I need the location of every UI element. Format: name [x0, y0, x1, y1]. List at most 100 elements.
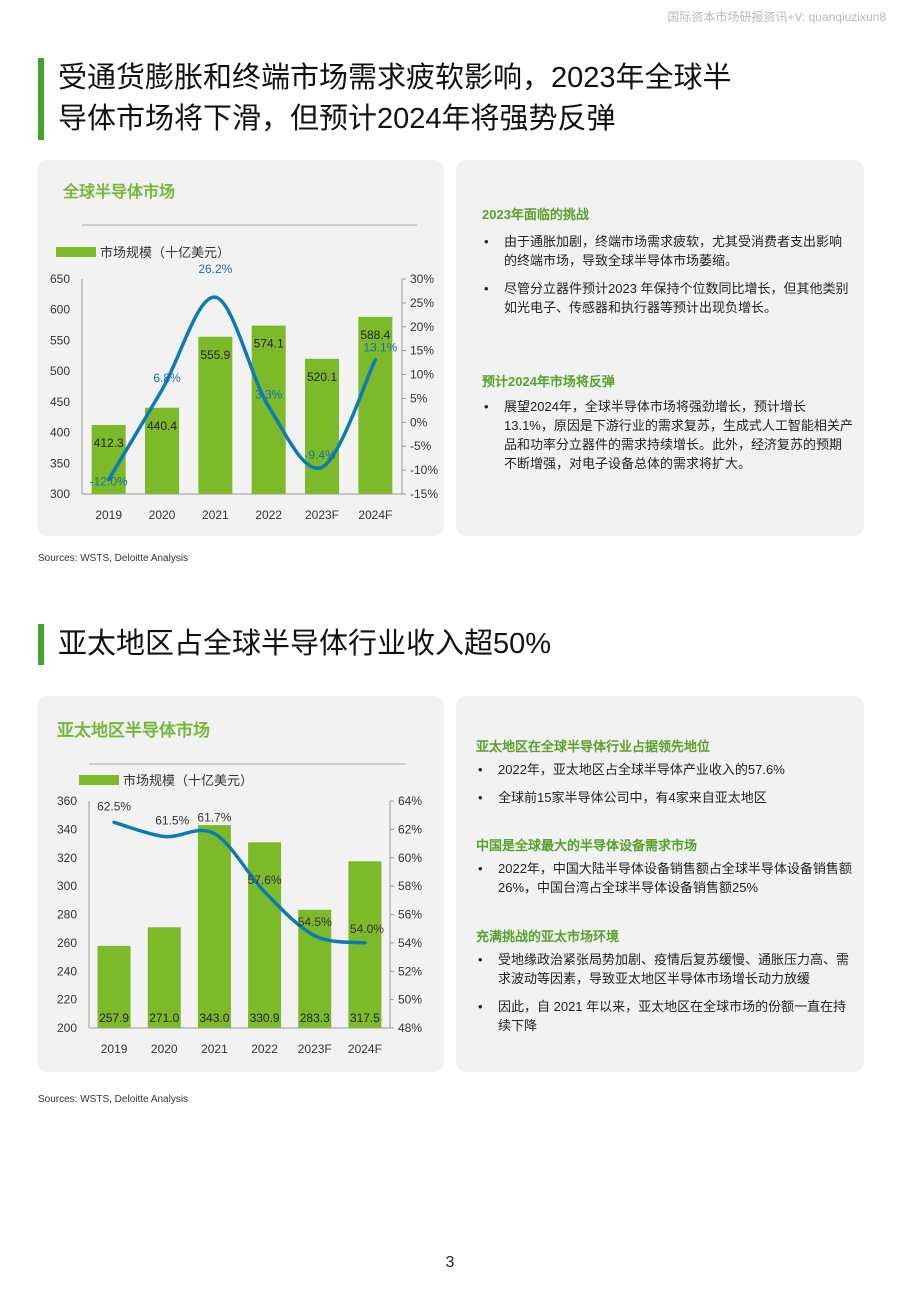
line-value-label: 3.3%: [255, 388, 283, 402]
list-item: 2022年，亚太地区占全球半导体产业收入的57.6%: [474, 760, 854, 779]
list-item: 全球前15家半导体公司中，有4家来自亚太地区: [474, 788, 854, 807]
list-item: 因此，自 2021 年以来，亚太地区在全球市场的份额一直在持续下降: [474, 997, 854, 1035]
y-tick-label: 600: [50, 303, 70, 317]
x-tick-label: 2020: [151, 1042, 178, 1056]
y-tick-label: 550: [50, 333, 70, 347]
y2-tick-label: -10%: [410, 463, 438, 477]
text2-list3: 受地缘政治紧张局势加剧、疫情后复苏缓慢、通胀压力高、需求波动等因素，导致亚太地区…: [474, 950, 854, 1044]
legend-swatch: [56, 247, 96, 257]
y2-tick-label: 20%: [410, 320, 434, 334]
bar-value-label: 520.1: [307, 370, 337, 384]
x-tick-label: 2019: [95, 508, 122, 522]
text2-heading3: 充满挑战的亚太市场环境: [476, 929, 620, 944]
y2-tick-label: 50%: [398, 993, 422, 1007]
y2-tick-label: 58%: [398, 879, 422, 893]
x-tick-label: 2020: [149, 508, 176, 522]
bar-value-label: 588.4: [360, 328, 390, 342]
line-value-label: -12.0%: [90, 475, 128, 489]
x-tick-label: 2021: [202, 508, 229, 522]
text1-list1: 由于通胀加剧，终端市场需求疲软，尤其受消费者支出影响的终端市场，导致全球半导体市…: [480, 232, 854, 326]
list-item: 受地缘政治紧张局势加剧、疫情后复苏缓慢、通胀压力高、需求波动等因素，导致亚太地区…: [474, 950, 854, 988]
y2-tick-label: 56%: [398, 908, 422, 922]
x-tick-label: 2024F: [358, 508, 392, 522]
x-tick-label: 2021: [201, 1042, 228, 1056]
line-value-label: 6.8%: [153, 371, 181, 385]
bar-2021: [197, 825, 231, 1028]
line-value-label: 26.2%: [198, 262, 232, 276]
y2-tick-label: -5%: [410, 439, 432, 453]
line-value-label: 57.6%: [248, 873, 282, 887]
y2-tick-label: 30%: [410, 272, 434, 286]
bar-value-label: 317.5: [350, 1011, 380, 1025]
y2-tick-label: 15%: [410, 344, 434, 358]
y2-tick-label: 64%: [398, 794, 422, 808]
chart1-svg: 300 350 400 450 500 550 600 650 -15% -10% -5% 0% 5% 1…: [50, 224, 438, 522]
chart1-title: 全球半导体市场: [63, 184, 176, 201]
list-item: 2022年，中国大陆半导体设备销售额占全球半导体设备销售额26%，中国台湾占全球…: [474, 859, 854, 897]
x-tick-label: 2024F: [348, 1042, 382, 1056]
y-tick-label: 260: [57, 936, 77, 950]
y-tick-label: 650: [50, 272, 70, 286]
chart1-panel: 全球半导体市场 300 350 400 450 500 550 600 650 -15% -10%…: [37, 160, 444, 536]
chart2-title: 亚太地区半导体市场: [57, 721, 210, 740]
legend-label: 市场规模（十亿美元）: [123, 773, 253, 788]
y-tick-label: 340: [57, 822, 77, 836]
bar-2024F: [358, 316, 393, 494]
text2-heading2: 中国是全球最大的半导体设备需求市场: [476, 838, 698, 853]
y-tick-label: 350: [50, 456, 70, 470]
y2-tick-label: 0%: [410, 415, 428, 429]
bar-2020: [145, 407, 179, 494]
y-tick-label: 220: [57, 993, 77, 1007]
line-value-label: 54.0%: [350, 922, 384, 936]
y2-tick-label: 25%: [410, 296, 434, 310]
y2-tick-label: 52%: [398, 964, 422, 978]
x-tick-label: 2022: [251, 1042, 278, 1056]
sources-2: Sources: WSTS, Deloitte Analysis: [38, 1094, 189, 1105]
line-value-label: -9.4%: [304, 448, 336, 462]
sources-1: Sources: WSTS, Deloitte Analysis: [38, 553, 189, 564]
section2-title: 亚太地区占全球半导体行业收入超50%: [38, 624, 551, 665]
x-tick-label: 2023F: [305, 508, 339, 522]
text1-heading1: 2023年面临的挑战: [482, 207, 589, 222]
list-item: 由于通胀加剧，终端市场需求疲软，尤其受消费者支出影响的终端市场，导致全球半导体市…: [480, 232, 854, 270]
y2-tick-label: 48%: [398, 1021, 422, 1035]
section1-title-line2: 导体市场将下滑，但预计2024年将强势反弹: [58, 103, 616, 135]
text2-list1: 2022年，亚太地区占全球半导体产业收入的57.6% 全球前15家半导体公司中，…: [474, 760, 854, 816]
text1-list2: 展望2024年，全球半导体市场将强劲增长，预计增长13.1%，原因是下游行业的需…: [480, 397, 854, 482]
section1-title-line1: 受通货膨胀和终端市场需求疲软影响，2023年全球半: [58, 62, 732, 94]
text1-heading2: 预计2024年市场将反弹: [482, 374, 615, 389]
text-panel-1: 2023年面临的挑战 由于通胀加剧，终端市场需求疲软，尤其受消费者支出影响的终端…: [456, 160, 864, 536]
bar-value-label: 283.3: [300, 1011, 330, 1025]
y-tick-label: 280: [57, 908, 77, 922]
chart2-panel: 亚太地区半导体市场 200 220 240 260 280 300 320 340 360 48%…: [37, 696, 444, 1072]
y-tick-label: 240: [57, 964, 77, 978]
bar-2024F: [348, 861, 382, 1028]
line-value-label: 13.1%: [363, 341, 397, 355]
y-tick-label: 400: [50, 426, 70, 440]
y-tick-label: 360: [57, 794, 77, 808]
y2-tick-label: 5%: [410, 391, 428, 405]
text-panel-2: 亚太地区在全球半导体行业占据领先地位 2022年，亚太地区占全球半导体产业收入的…: [456, 696, 864, 1072]
section2-title-text: 亚太地区占全球半导体行业收入超50%: [58, 628, 552, 660]
y-tick-label: 450: [50, 395, 70, 409]
x-tick-label: 2022: [255, 508, 282, 522]
text2-heading1: 亚太地区在全球半导体行业占据领先地位: [476, 739, 711, 754]
bar-2022: [248, 842, 282, 1028]
bar-2020: [147, 927, 181, 1028]
text2-list2: 2022年，中国大陆半导体设备销售额占全球半导体设备销售额26%，中国台湾占全球…: [474, 859, 854, 906]
bar-value-label: 257.9: [99, 1011, 129, 1025]
bar-2019: [97, 945, 131, 1028]
y2-tick-label: 54%: [398, 936, 422, 950]
bar-value-label: 343.0: [199, 1011, 229, 1025]
line-value-label: 61.7%: [197, 811, 231, 825]
line-value-label: 61.5%: [155, 813, 189, 827]
bar-2021: [198, 336, 233, 494]
y2-tick-label: 60%: [398, 851, 422, 865]
list-item: 尽管分立器件预计2023 年保持个位数同比增长，但其他类别如光电子、传感器和执行…: [480, 279, 854, 317]
bar-value-label: 574.1: [254, 337, 284, 351]
legend-swatch: [79, 775, 119, 785]
x-tick-label: 2023F: [298, 1042, 332, 1056]
legend-label: 市场规模（十亿美元）: [100, 245, 230, 260]
x-tick-label: 2019: [101, 1042, 128, 1056]
share-line: [106, 295, 378, 482]
